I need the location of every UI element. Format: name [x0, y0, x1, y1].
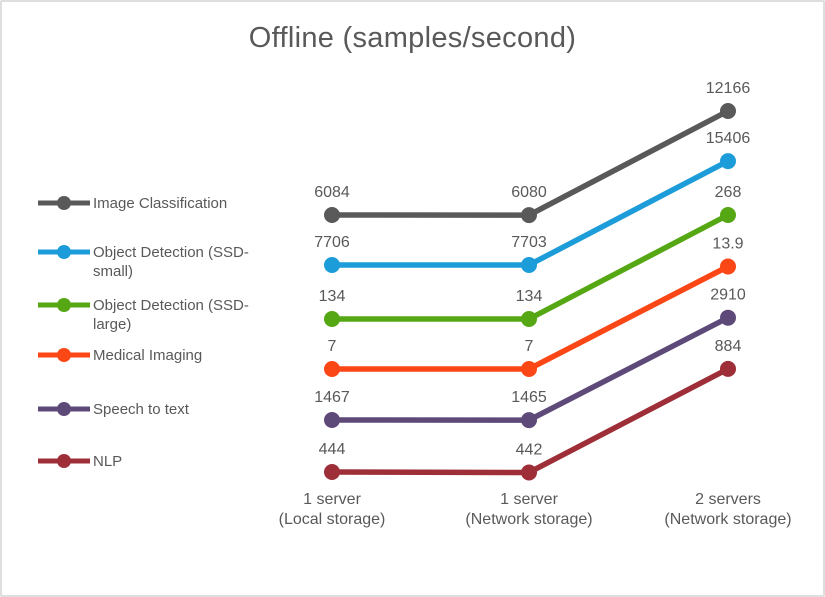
data-label-nlp-0: 444 — [319, 441, 346, 458]
data-label-object-detection-ssd-small-0: 7706 — [314, 234, 350, 251]
chart-title: Offline (samples/second) — [248, 22, 577, 54]
x-axis-label-1-line-1: (Network storage) — [465, 511, 592, 528]
data-point-nlp-0 — [324, 464, 340, 480]
data-label-object-detection-ssd-large-2: 268 — [715, 184, 742, 201]
data-label-nlp-2: 884 — [715, 338, 742, 355]
data-point-object-detection-ssd-small-1 — [521, 257, 537, 273]
data-label-object-detection-ssd-large-1: 134 — [516, 288, 543, 305]
data-point-object-detection-ssd-large-1 — [521, 311, 537, 327]
data-label-medical-imaging-1: 7 — [525, 338, 534, 355]
x-axis-label-0-line-0: 1 server — [303, 491, 361, 508]
data-point-speech-to-text-2 — [720, 309, 736, 326]
data-point-medical-imaging-0 — [324, 361, 340, 377]
data-point-image-classification-0 — [324, 207, 340, 223]
data-point-image-classification-2 — [720, 103, 736, 119]
data-label-object-detection-ssd-small-1: 7703 — [511, 234, 547, 251]
data-point-speech-to-text-1 — [521, 412, 537, 429]
data-label-medical-imaging-0: 7 — [328, 338, 337, 355]
x-axis-label-0-line-1: (Local storage) — [279, 511, 386, 528]
data-label-image-classification-1: 6080 — [511, 184, 547, 201]
data-label-image-classification-2: 12166 — [706, 80, 751, 97]
data-point-nlp-2 — [720, 360, 736, 377]
x-axis-label-1-line-0: 1 server — [500, 491, 558, 508]
x-axis-label-2-line-1: (Network storage) — [664, 511, 791, 528]
data-label-image-classification-0: 6084 — [314, 184, 350, 201]
data-point-object-detection-ssd-large-0 — [324, 311, 340, 327]
data-point-medical-imaging-1 — [521, 361, 537, 377]
data-label-object-detection-ssd-small-2: 15406 — [706, 130, 751, 147]
data-point-medical-imaging-2 — [720, 258, 736, 275]
data-point-object-detection-ssd-small-0 — [324, 257, 340, 273]
data-label-speech-to-text-0: 1467 — [314, 389, 350, 406]
data-label-speech-to-text-1: 1465 — [511, 389, 547, 406]
data-label-nlp-1: 442 — [516, 442, 543, 459]
data-point-image-classification-1 — [521, 207, 537, 224]
x-axis-label-2-line-0: 2 servers — [695, 491, 761, 508]
data-label-speech-to-text-2: 2910 — [710, 287, 746, 304]
data-point-object-detection-ssd-large-2 — [720, 207, 736, 223]
data-label-object-detection-ssd-large-0: 134 — [319, 288, 346, 305]
data-label-medical-imaging-2: 13.9 — [712, 236, 743, 253]
data-point-object-detection-ssd-small-2 — [720, 153, 736, 170]
data-point-speech-to-text-0 — [324, 412, 340, 428]
data-point-nlp-1 — [521, 464, 537, 481]
